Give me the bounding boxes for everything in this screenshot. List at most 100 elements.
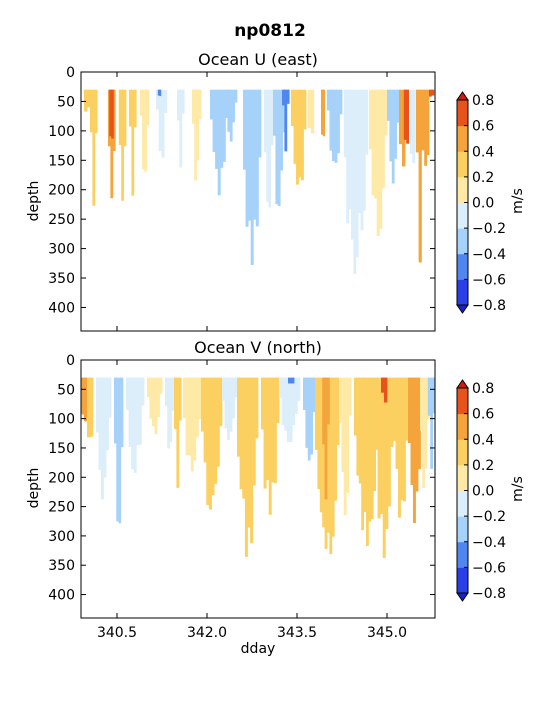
heatmap-cell	[279, 377, 283, 398]
colorbar-tick-label: −0.6	[472, 272, 506, 288]
colorbar-band	[457, 388, 468, 415]
colorbar-label-u: m/s	[510, 188, 526, 214]
colorbar-tick-label: 0.0	[472, 196, 494, 212]
heatmap-cell	[396, 89, 400, 123]
heatmap-cell	[389, 89, 393, 162]
heatmap-cell	[247, 377, 251, 528]
heatmap-cell	[195, 377, 199, 438]
colorbar-band	[457, 516, 468, 543]
heatmap-cell	[131, 89, 135, 196]
colorbar-band	[457, 100, 468, 127]
heatmap-cell	[229, 89, 233, 142]
heatmap-cell	[427, 377, 431, 416]
heatmap-cell	[142, 89, 145, 170]
heatmap-cell	[214, 377, 218, 484]
heatmap-cell	[171, 377, 175, 411]
y-tick-label: 250	[48, 212, 75, 228]
colorbar-band	[457, 439, 468, 466]
y-tick-label: 300	[48, 529, 75, 545]
heatmap-cell	[384, 89, 388, 136]
heatmap-cell	[158, 89, 162, 152]
heatmap-cell	[156, 89, 160, 110]
heatmap-cell	[268, 89, 272, 208]
heatmap-cell	[280, 89, 283, 171]
heatmap-cell	[343, 377, 347, 516]
heatmap-cell	[358, 377, 362, 484]
y-tick-label: 0	[66, 353, 75, 369]
heatmap-cell	[159, 377, 163, 394]
heatmap-cell	[327, 377, 330, 533]
colorbar-v: 0.8 0.6 0.4 0.2 0.0 −0.2 −0.4 −0.6 −0.8	[456, 379, 506, 602]
colorbar-label-v: m/s	[510, 476, 526, 502]
heatmap-cell	[356, 377, 360, 476]
heatmap-cell	[277, 89, 281, 206]
heatmap-cell	[291, 89, 294, 126]
heatmap-cell	[410, 377, 414, 485]
heatmap-cell	[418, 377, 421, 470]
heatmap-cell	[381, 377, 385, 393]
colorbar-tick-label: −0.2	[472, 509, 506, 525]
heatmap-cell	[303, 89, 307, 130]
heatmap-cell	[237, 377, 241, 457]
heatmap-cell	[120, 377, 124, 448]
colorbar-tick-label: −0.2	[472, 221, 506, 237]
heatmap-cell	[332, 89, 335, 162]
heatmap-cell	[322, 377, 325, 528]
heatmap-cell	[365, 89, 369, 155]
heatmap-cell	[282, 89, 286, 133]
heatmap-cell	[118, 377, 122, 524]
heatmap-cell	[426, 89, 430, 156]
heatmap-cell	[147, 377, 150, 398]
heatmap-cell	[379, 89, 383, 229]
heatmap-cell	[398, 377, 401, 518]
heatmap-cell	[343, 89, 347, 158]
heatmap-cell	[141, 377, 145, 406]
heatmap-cell	[375, 377, 378, 450]
heatmap-cell	[409, 89, 413, 154]
heatmap-ocean-v	[80, 359, 436, 619]
heatmap-cell	[183, 377, 186, 419]
panel-ocean-u: Ocean U (east) 050100150200250300350400 …	[26, 50, 526, 332]
heatmap-cell	[366, 377, 369, 546]
y-tick-label: 350	[48, 558, 75, 574]
colorbar-tick-label: 0.6	[472, 119, 494, 135]
heatmap-cell	[284, 377, 288, 431]
heatmap-cell	[301, 89, 304, 181]
colorbar-band	[457, 413, 468, 440]
heatmap-cell	[98, 377, 102, 470]
colorbar-tick-label: 0.8	[472, 93, 494, 109]
colorbar-band	[457, 541, 468, 568]
heatmap-cell	[208, 377, 212, 510]
heatmap-cell	[422, 377, 425, 488]
heatmap-cell	[327, 89, 330, 111]
heatmap-cell	[268, 377, 272, 515]
heatmap-cell	[220, 89, 224, 168]
heatmap-cell	[424, 377, 428, 469]
colorbar-tick-label: −0.4	[472, 535, 506, 551]
heatmap-cell	[194, 89, 197, 181]
heatmap-cell	[412, 89, 415, 164]
y-ticks-v: 0 50 100 150 200 250 300 350 400	[48, 353, 435, 604]
heatmap-cell	[165, 377, 168, 407]
heatmap-cell	[317, 377, 321, 490]
heatmap-cell	[106, 377, 109, 451]
heatmap-cell	[198, 89, 202, 120]
heatmap-cell	[188, 377, 192, 456]
heatmap-cell	[291, 377, 295, 384]
heatmap-cell	[315, 377, 318, 450]
y-ticks-u: 0 50 100 150 200 250 300 350 400	[48, 65, 435, 316]
heatmap-cell	[360, 89, 364, 231]
y-tick-label: 200	[48, 183, 75, 199]
heatmap-cell	[432, 377, 435, 414]
x-tick-label: 345.0	[367, 625, 407, 641]
heatmap-cell	[354, 377, 357, 436]
heatmap-cell	[255, 89, 259, 227]
heatmap-cell	[348, 89, 352, 210]
heatmap-cell	[273, 89, 276, 136]
heatmap-cell	[353, 89, 357, 275]
heatmap-cell	[90, 89, 93, 133]
heatmap-cell	[161, 89, 165, 158]
heatmap-cell	[136, 377, 140, 446]
heatmap-cell	[118, 89, 122, 146]
colorbar-tick-label: 0.2	[472, 458, 494, 474]
